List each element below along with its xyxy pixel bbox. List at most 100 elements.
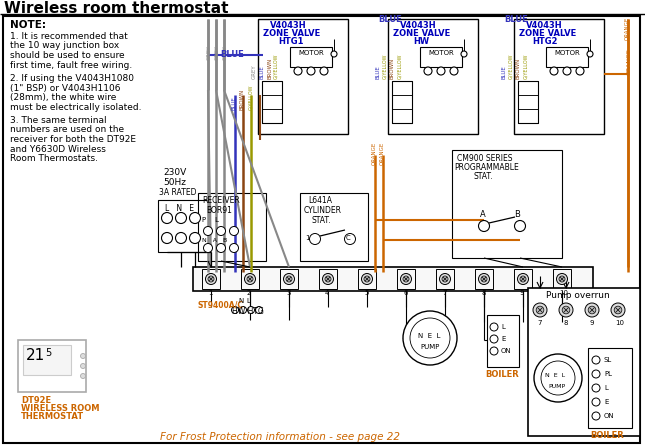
Circle shape: [550, 67, 558, 75]
Text: ORANGE: ORANGE: [372, 142, 377, 165]
Text: 10: 10: [559, 290, 568, 296]
Circle shape: [490, 323, 498, 331]
Bar: [280, 269, 298, 289]
Text: GREY: GREY: [207, 46, 212, 60]
Text: G/YELLOW: G/YELLOW: [248, 84, 253, 110]
Text: MOTOR: MOTOR: [554, 50, 580, 56]
Text: 3A RATED: 3A RATED: [159, 188, 197, 197]
Text: should be used to ensure: should be used to ensure: [10, 51, 124, 60]
Bar: [514, 19, 604, 134]
Circle shape: [587, 51, 593, 57]
Text: numbers are used on the: numbers are used on the: [10, 126, 124, 135]
Circle shape: [520, 276, 526, 282]
Text: 5: 5: [364, 290, 368, 296]
Bar: [518, 81, 538, 95]
Circle shape: [450, 67, 458, 75]
Bar: [518, 95, 538, 109]
Text: ORANGE: ORANGE: [627, 48, 632, 75]
Circle shape: [479, 274, 490, 284]
Bar: [258, 19, 348, 134]
Text: and Y6630D Wireless: and Y6630D Wireless: [10, 144, 106, 153]
Bar: [553, 269, 571, 289]
Circle shape: [364, 276, 370, 282]
Text: SL: SL: [604, 357, 612, 363]
Bar: [436, 269, 454, 289]
Circle shape: [344, 233, 355, 245]
Text: 1: 1: [305, 235, 310, 241]
Bar: [514, 269, 532, 289]
Circle shape: [461, 51, 467, 57]
Bar: [397, 269, 415, 289]
Circle shape: [206, 274, 217, 284]
Bar: [198, 193, 266, 261]
Circle shape: [592, 384, 600, 392]
Circle shape: [614, 306, 622, 314]
Circle shape: [424, 67, 432, 75]
Circle shape: [255, 307, 263, 313]
Circle shape: [562, 306, 570, 314]
Circle shape: [541, 361, 575, 395]
Text: 5: 5: [45, 348, 51, 358]
Circle shape: [239, 307, 246, 313]
Text: G/YELLOW: G/YELLOW: [523, 54, 528, 79]
Text: C: C: [346, 235, 351, 241]
Text: E: E: [604, 399, 608, 405]
Circle shape: [592, 398, 600, 406]
Circle shape: [322, 274, 333, 284]
Text: GREY: GREY: [252, 64, 257, 79]
Circle shape: [479, 220, 490, 232]
Circle shape: [320, 67, 328, 75]
Circle shape: [515, 220, 526, 232]
Text: ORANGE: ORANGE: [380, 142, 385, 165]
Text: HTG2: HTG2: [532, 37, 557, 46]
Text: (28mm), the white wire: (28mm), the white wire: [10, 93, 116, 102]
Text: G/YELLOW: G/YELLOW: [382, 54, 387, 79]
Circle shape: [190, 212, 201, 224]
Text: 50Hz: 50Hz: [163, 178, 186, 187]
Circle shape: [325, 276, 331, 282]
Text: V4043H: V4043H: [270, 21, 306, 30]
Text: NOTE:: NOTE:: [10, 20, 46, 30]
Text: BLUE: BLUE: [232, 96, 237, 110]
Text: the 10 way junction box: the 10 way junction box: [10, 42, 119, 51]
Circle shape: [284, 274, 295, 284]
Circle shape: [576, 67, 584, 75]
Text: 4: 4: [325, 290, 330, 296]
Circle shape: [442, 276, 448, 282]
Text: L: L: [604, 385, 608, 391]
Text: GREY: GREY: [223, 46, 228, 60]
Text: MOTOR: MOTOR: [298, 50, 324, 56]
Circle shape: [517, 274, 528, 284]
Text: ORANGE: ORANGE: [625, 17, 630, 40]
Text: BLUE: BLUE: [378, 15, 402, 24]
Circle shape: [611, 303, 625, 317]
Text: 6: 6: [403, 290, 408, 296]
Text: 2. If using the V4043H1080: 2. If using the V4043H1080: [10, 74, 134, 83]
Bar: [23, 345, 71, 375]
Text: BROWN: BROWN: [516, 58, 521, 79]
Text: receiver for both the DT92E: receiver for both the DT92E: [10, 135, 136, 144]
Text: PUMP: PUMP: [420, 344, 439, 350]
Circle shape: [331, 51, 337, 57]
Circle shape: [585, 303, 599, 317]
Text: STAT.: STAT.: [474, 172, 493, 181]
Text: 8: 8: [563, 320, 568, 326]
Text: BROWN: BROWN: [267, 58, 272, 79]
Circle shape: [81, 374, 86, 379]
Bar: [518, 109, 538, 123]
Circle shape: [437, 67, 445, 75]
Bar: [475, 269, 493, 289]
Bar: [452, 150, 562, 258]
Text: N   A   B: N A B: [202, 238, 227, 243]
Text: N  E  L: N E L: [545, 373, 565, 378]
Text: must be electrically isolated.: must be electrically isolated.: [10, 102, 141, 111]
Text: MOTOR: MOTOR: [428, 50, 453, 56]
Text: 3. The same terminal: 3. The same terminal: [10, 116, 106, 125]
Text: STAT.: STAT.: [312, 216, 332, 225]
Text: THERMOSTAT: THERMOSTAT: [21, 412, 84, 421]
Circle shape: [286, 276, 292, 282]
Circle shape: [81, 363, 86, 368]
Bar: [193, 267, 593, 291]
Bar: [262, 95, 282, 109]
Bar: [392, 95, 412, 109]
